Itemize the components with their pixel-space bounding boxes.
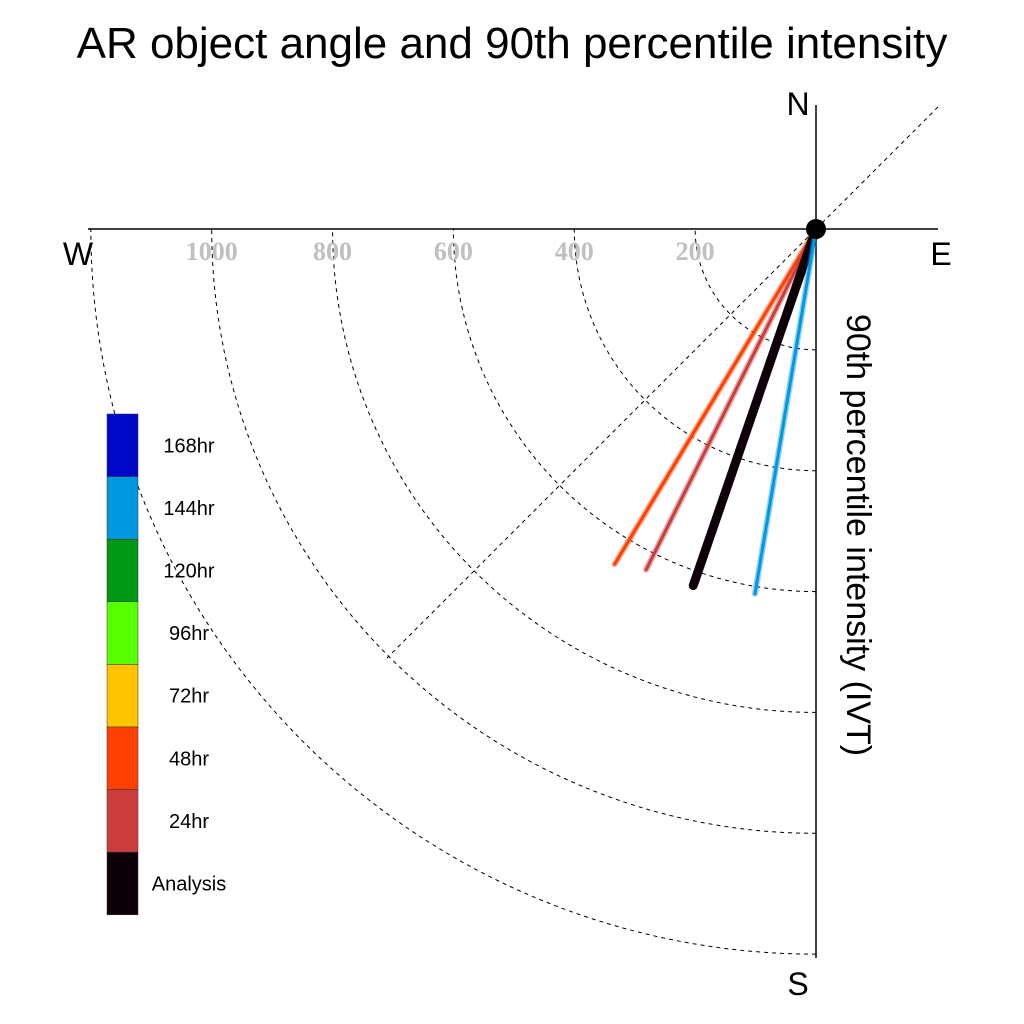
- legend-swatch: [106, 601, 139, 665]
- radial-tick-label: 1000: [186, 237, 238, 266]
- chart-title: AR object angle and 90th percentile inte…: [77, 19, 948, 68]
- radial-tick-label: 200: [676, 237, 715, 266]
- legend-label: 96hr: [169, 623, 209, 645]
- axes: [88, 105, 939, 958]
- series-line-144hr: [753, 227, 818, 596]
- legend-swatch: [106, 476, 139, 540]
- radial-tick-labels: 200 400 600 800 1000: [186, 237, 715, 266]
- legend-swatch: [106, 538, 139, 603]
- radial-ring: [211, 228, 817, 834]
- series-line-analysis: [688, 224, 821, 591]
- series-lines: [611, 224, 821, 597]
- radial-tick-label: 600: [434, 237, 473, 266]
- compass-south-label: S: [787, 966, 808, 1002]
- legend-label: 120hr: [163, 561, 214, 583]
- legend-swatch: [106, 413, 139, 477]
- legend-swatch: [106, 726, 139, 790]
- radial-tick-label: 400: [555, 237, 594, 266]
- legend-label: 24hr: [169, 811, 209, 833]
- compass-east-label: E: [930, 236, 951, 272]
- origin-point: [806, 219, 826, 239]
- legend: 168hr 144hr 120hr 96hr 72hr 48hr 24hr Analysis: [106, 413, 226, 916]
- radial-axis-label: 90th percentile intensity (IVT): [839, 314, 877, 756]
- radial-tick-label: 800: [313, 237, 352, 266]
- legend-swatch: [106, 664, 139, 728]
- radial-ring: [90, 228, 817, 955]
- series-line-48hr: [613, 227, 818, 566]
- legend-label: 168hr: [163, 435, 214, 457]
- legend-swatch: [106, 789, 139, 853]
- legend-label: Analysis: [152, 874, 226, 896]
- legend-label: 48hr: [169, 748, 209, 770]
- compass-west-label: W: [63, 236, 94, 272]
- legend-label: 144hr: [163, 498, 214, 520]
- legend-label: 72hr: [169, 686, 209, 708]
- radial-ring: [332, 228, 817, 713]
- legend-swatch: [106, 851, 139, 916]
- compass-north-label: N: [786, 86, 809, 122]
- diagonal-reference-line: [386, 106, 939, 659]
- series-line-24hr: [644, 227, 818, 572]
- radial-ring: [694, 228, 817, 351]
